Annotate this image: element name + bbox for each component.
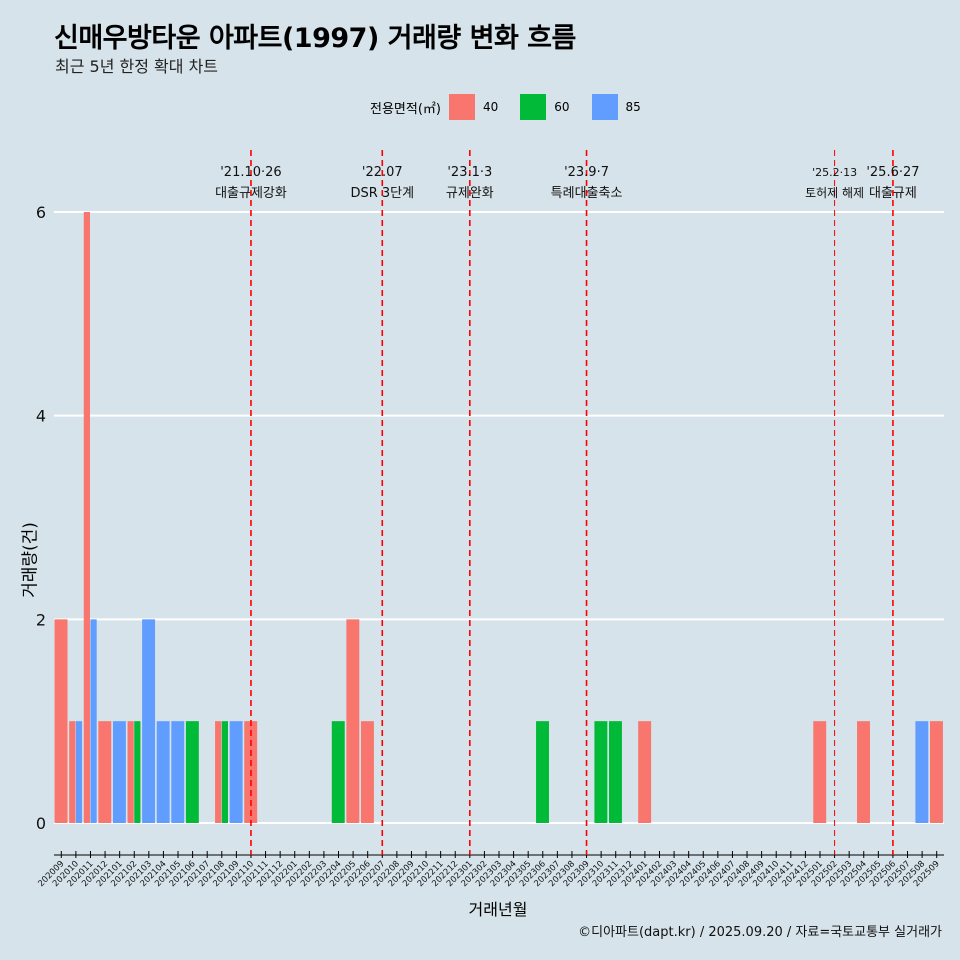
bar-202509-40 [929, 721, 943, 823]
event-date-202502: '25.2·13 [812, 166, 857, 179]
event-date-202506: '25.6·27 [866, 165, 919, 180]
bar-202504-40 [857, 721, 870, 823]
source-caption: ©디아파트(dapt.kr) / 2025.09.20 / 자료=국토교통부 실… [578, 925, 942, 940]
bar-202102-60 [134, 721, 141, 823]
legend-key-40 [448, 94, 475, 120]
bar-202012-40 [98, 721, 112, 823]
bar-202103-85 [142, 619, 156, 823]
event-label-202301: 규제완화 [446, 186, 494, 201]
bar-202010-40 [69, 721, 76, 823]
bar-202104-85 [156, 721, 170, 823]
y-tick-label-2: 2 [36, 610, 46, 629]
legend-key-85 [591, 94, 618, 120]
bar-202306-60 [536, 721, 549, 823]
event-label-202502: 토허제 해제 [805, 186, 864, 200]
bar-202205-40 [346, 619, 360, 823]
bar-202105-85 [171, 721, 185, 823]
legend: 전용면적(㎡) 40 60 85 [370, 92, 663, 122]
legend-label-85: 85 [625, 100, 641, 114]
event-label-202110: 대출규제강화 [215, 186, 287, 201]
bar-202108-60 [221, 721, 228, 823]
y-tick-label-0: 0 [36, 814, 46, 833]
y-axis-label: 거래량(건) [20, 522, 41, 598]
bar-202009-40 [54, 619, 68, 823]
legend-title: 전용면적(㎡) [370, 101, 441, 117]
bar-202011-85 [90, 619, 97, 823]
event-date-202110: '21.10·26 [220, 165, 281, 180]
event-label-202207: DSR 3단계 [350, 186, 414, 201]
y-tick-label-4: 4 [36, 407, 46, 426]
legend-label-40: 40 [482, 100, 499, 114]
chart-title: 신매우방타운 아파트(1997) 거래량 변화 흐름 [54, 23, 576, 54]
bar-202011-40 [83, 212, 90, 823]
bar-202204-60 [331, 721, 345, 823]
bar-202501-40 [813, 721, 827, 823]
bar-202108-40 [215, 721, 222, 823]
bar-202106-60 [185, 721, 199, 823]
chart-subtitle: 최근 5년 한정 확대 차트 [55, 57, 219, 76]
event-date-202309: '23.9·7 [564, 165, 609, 180]
y-tick-label-6: 6 [36, 203, 46, 222]
bar-202401-40 [638, 721, 652, 823]
x-axis-label: 거래년월 [468, 900, 528, 919]
legend-key-60 [520, 94, 547, 120]
bar-202102-40 [127, 721, 134, 823]
bar-202010-85 [75, 721, 83, 823]
event-label-202506: 대출규제 [869, 186, 917, 201]
event-date-202207: '22.07 [362, 165, 403, 180]
event-label-202309: 특례대출축소 [551, 186, 623, 201]
bar-202109-85 [229, 721, 243, 823]
bar-202310-60 [594, 721, 608, 823]
event-date-202301: '23.1·3 [447, 165, 492, 180]
legend-label-60: 60 [554, 100, 570, 114]
bar-202311-60 [609, 721, 622, 823]
bar-202206-40 [360, 721, 374, 823]
bar-202101-85 [112, 721, 126, 823]
bar-202508-85 [915, 721, 929, 823]
